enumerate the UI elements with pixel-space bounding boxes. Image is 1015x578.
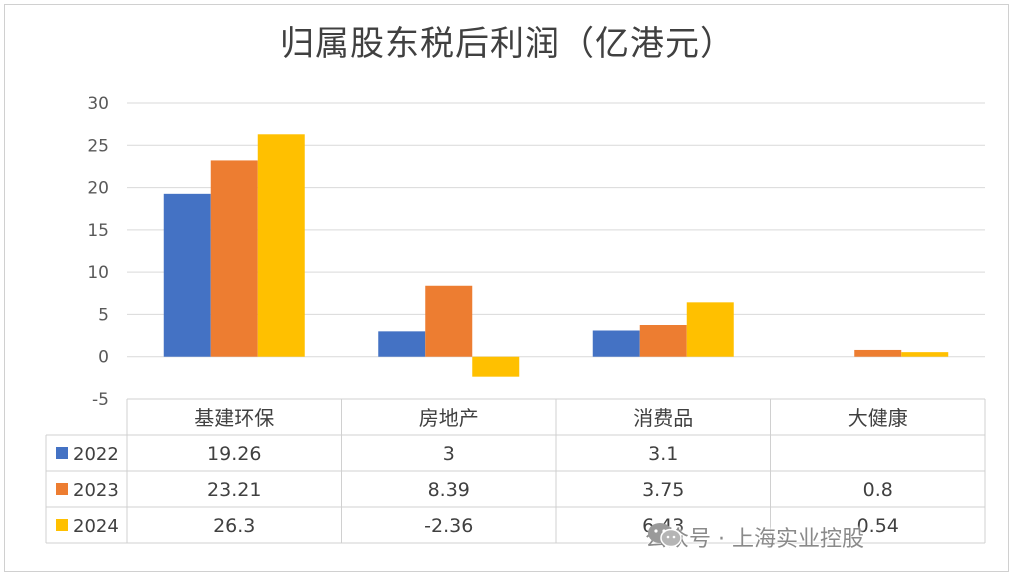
y-tick-label: 30 [87, 94, 109, 114]
bar-2023-3 [854, 349, 902, 357]
y-tick-label: 15 [87, 221, 109, 241]
legend-label: 2024 [73, 516, 119, 537]
y-tick-label: 0 [98, 348, 109, 368]
y-tick-label: 25 [87, 136, 109, 156]
bar-2022-1 [378, 331, 426, 357]
data-label: 8.39 [428, 479, 470, 501]
legend-key-2022 [56, 447, 68, 459]
category-label: 房地产 [419, 406, 479, 430]
data-label: 0.8 [863, 479, 893, 501]
y-tick-label: 20 [87, 179, 109, 199]
data-label: 23.21 [207, 479, 261, 501]
y-tick-label: 5 [98, 305, 109, 325]
data-label: -2.36 [424, 515, 473, 537]
wechat-icon [648, 523, 682, 548]
bar-2024-3 [901, 352, 949, 357]
chart-title: 归属股东税后利润（亿港元） [280, 24, 735, 64]
watermark: 公众号 · 上海实业控股 [645, 520, 864, 554]
data-label: 26.3 [213, 515, 255, 537]
data-label: 3 [443, 443, 455, 465]
data-label: 0.54 [857, 515, 899, 537]
bar-2022-2 [592, 330, 640, 357]
data-label: 19.26 [207, 443, 261, 465]
data-label: 3.75 [642, 479, 684, 501]
category-label: 基建环保 [194, 406, 274, 430]
legend-label: 2022 [73, 444, 119, 465]
bar-2023-0 [210, 160, 258, 357]
legend-label: 2023 [73, 480, 119, 501]
legend-key-2023 [56, 483, 68, 495]
bar-2023-2 [639, 325, 687, 357]
category-label: 消费品 [633, 406, 693, 430]
bar-2024-1 [472, 356, 520, 377]
bar-2024-2 [686, 302, 734, 357]
data-label: 3.1 [648, 443, 678, 465]
bar-2023-1 [425, 285, 473, 357]
legend-key-2024 [56, 519, 68, 531]
y-tick-label: -5 [92, 390, 109, 410]
bar-2022-0 [163, 193, 211, 357]
category-label: 大健康 [848, 406, 908, 430]
bar-2024-0 [257, 134, 305, 357]
y-tick-label: 10 [87, 263, 109, 283]
